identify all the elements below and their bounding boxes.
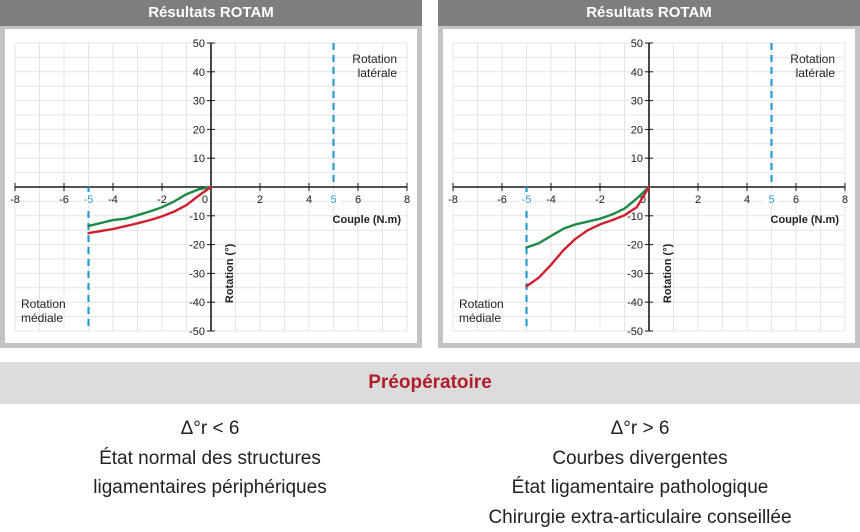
y-tick-label: 10 — [193, 153, 205, 165]
chart-area-right: -8 -6 -4 -2 0 2 4 6 8 50 40 30 20 10 -10 -20 -30 -40 -50 Co… — [443, 29, 855, 343]
marker-label-bg — [764, 192, 779, 206]
preoperative-band: Préopératoire — [0, 362, 860, 404]
y-tick-label: 30 — [631, 96, 643, 108]
series-line — [525, 185, 651, 249]
x-tick-label: 6 — [793, 194, 799, 206]
y-tick-label: 40 — [631, 67, 643, 79]
x-tick-label: -2 — [595, 194, 605, 206]
x-tick-label: -8 — [448, 194, 458, 206]
chart-area-left: -8 -6 -4 -2 0 2 4 6 8 50 40 30 20 10 -10 -20 -30 -40 -50 Co… — [5, 29, 417, 343]
x-axis-label: Couple (N.m) — [333, 214, 402, 226]
y-tick-label: -50 — [627, 326, 643, 338]
x-tick-label: 6 — [355, 194, 361, 206]
y-tick-label: 40 — [193, 67, 205, 79]
caption-line: Chirurgie extra-articulaire conseillée — [488, 506, 792, 528]
y-tick-label: -30 — [627, 268, 643, 280]
caption-line: Δ°r < 6 — [180, 418, 240, 439]
annotation-text: latérale — [796, 66, 836, 80]
x-tick-label: 0 — [202, 194, 208, 206]
caption-right: Δ°r > 6 Courbes divergentes État ligamen… — [430, 414, 850, 532]
y-tick-label: -30 — [189, 268, 205, 280]
x-tick-label: 0 — [640, 194, 646, 206]
marker-label: -5 — [84, 194, 94, 206]
caption-line: Courbes divergentes — [552, 447, 728, 469]
y-tick-label: -10 — [627, 211, 643, 223]
y-axis-label: Rotation (°) — [224, 243, 236, 303]
rotam-chart-right: -8 -6 -4 -2 0 2 4 6 85040302010-10-20-30-40-50Co… — [448, 38, 848, 338]
marker-label: 5 — [330, 194, 336, 206]
chart-title: Résultats ROTAM — [0, 0, 422, 26]
x-tick-label: -4 — [108, 194, 118, 206]
x-tick-label: 4 — [306, 194, 312, 206]
series-line — [525, 185, 651, 288]
y-tick-label: -10 — [189, 211, 205, 223]
y-tick-label: 20 — [193, 124, 205, 136]
caption-line: Δ°r > 6 — [610, 418, 670, 439]
marker-label-bg — [519, 192, 534, 206]
series-line — [87, 185, 213, 235]
annotation-text: Rotation — [790, 52, 835, 66]
x-tick-label: -2 — [157, 194, 167, 206]
y-tick-label: -20 — [627, 240, 643, 252]
y-tick-label: -50 — [189, 326, 205, 338]
x-axis-label: Couple (N.m) — [771, 214, 840, 226]
x-tick-label: 8 — [404, 194, 410, 206]
x-tick-label: -4 — [546, 194, 556, 206]
marker-label: 5 — [768, 194, 774, 206]
y-tick-label: 30 — [193, 96, 205, 108]
caption-line: État ligamentaire pathologique — [511, 477, 769, 498]
x-tick-label: 4 — [744, 194, 750, 206]
annotation-text: médiale — [459, 311, 501, 325]
caption-left: Δ°r < 6 État normal des structures ligam… — [40, 414, 380, 503]
annotation-text: latérale — [358, 66, 398, 80]
chart-panel-right: Résultats ROTAM -8 -6 -4 -2 0 2 4 6 8 50 40 30 20 10-… — [438, 0, 860, 348]
y-axis-label: Rotation (°) — [662, 243, 674, 303]
chart-title: Résultats ROTAM — [438, 0, 860, 26]
y-tick-label: -40 — [627, 297, 643, 309]
annotation-text: Rotation — [352, 52, 397, 66]
marker-label-bg — [326, 192, 341, 206]
x-tick-label: 8 — [842, 194, 848, 206]
series-line — [87, 185, 213, 228]
chart-panel-left: Résultats ROTAM -8 -6 -4 -2 0 2 4 6 8 50 40 30 20 10-… — [0, 0, 422, 348]
y-tick-label: 20 — [631, 124, 643, 136]
marker-label: -5 — [522, 194, 532, 206]
annotation-text: Rotation — [459, 297, 504, 311]
band-title: Préopératoire — [368, 372, 492, 393]
x-tick-label: -8 — [10, 194, 20, 206]
y-tick-label: 50 — [631, 38, 643, 50]
y-tick-label: 10 — [631, 153, 643, 165]
annotation-text: Rotation — [21, 297, 66, 311]
caption-line: ligamentaires périphériques — [93, 477, 327, 498]
y-tick-label: -40 — [189, 297, 205, 309]
x-tick-label: -6 — [497, 194, 507, 206]
caption-line: État normal des structures — [99, 447, 321, 469]
rotam-chart-left: -8 -6 -4 -2 0 2 4 6 85040302010-10-20-30-40-50Co… — [10, 38, 410, 338]
x-tick-label: 2 — [695, 194, 701, 206]
annotation-text: médiale — [21, 311, 63, 325]
y-tick-label: -20 — [189, 240, 205, 252]
x-tick-label: 2 — [257, 194, 263, 206]
marker-label-bg — [81, 192, 96, 206]
x-tick-label: -6 — [59, 194, 69, 206]
y-tick-label: 50 — [193, 38, 205, 50]
